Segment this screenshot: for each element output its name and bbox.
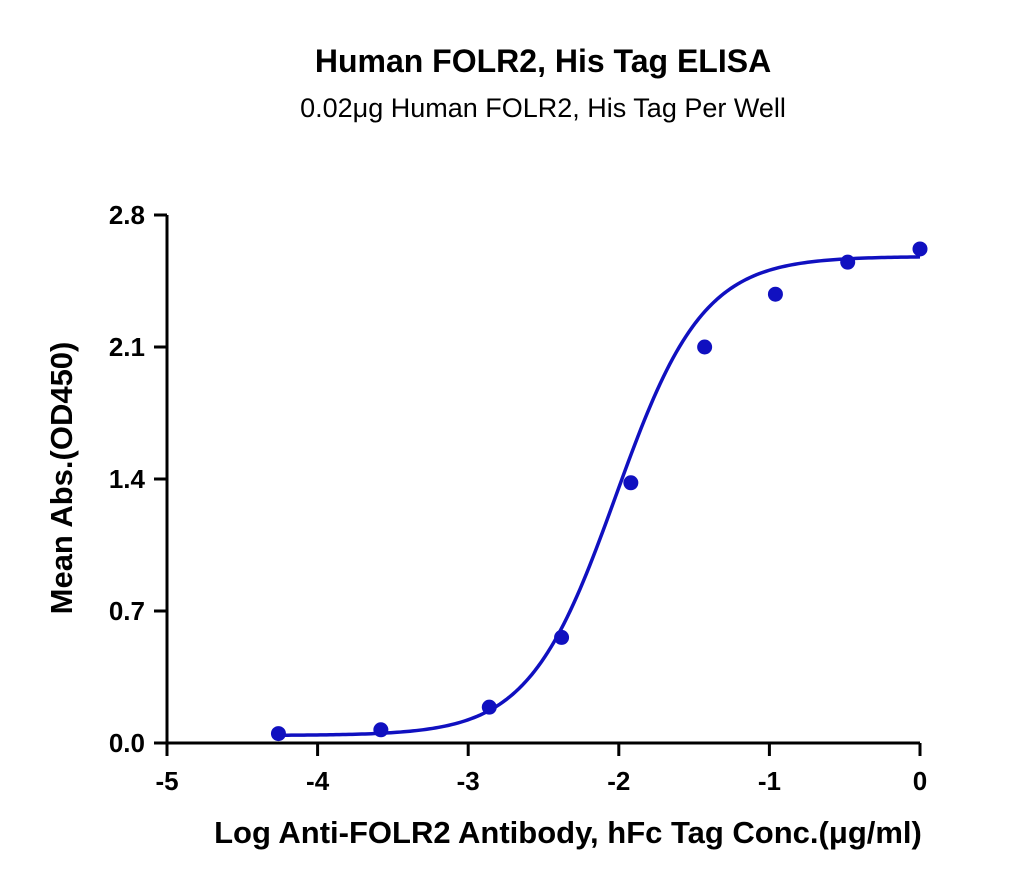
data-point [554, 629, 570, 645]
x-tick-label: -4 [306, 766, 330, 796]
y-tick-label: 1.4 [109, 464, 146, 494]
data-point [623, 475, 639, 491]
ticks-layer: -5 -4 -3 -2 -1 0 0.0 0.7 1.4 2.1 2.8 [109, 200, 927, 796]
data-point [767, 286, 783, 302]
y-axis-label: Mean Abs.(OD450) [44, 342, 79, 615]
chart-subtitle: 0.02μg Human FOLR2, His Tag Per Well [300, 93, 786, 123]
data-point [481, 699, 497, 715]
x-tick-label: 0 [913, 766, 927, 796]
chart-title: Human FOLR2, His Tag ELISA [315, 43, 771, 79]
x-axis-label: Log Anti-FOLR2 Antibody, hFc Tag Conc.(μ… [214, 815, 922, 850]
fit-curve [278, 255, 921, 737]
x-tick-label: -2 [607, 766, 630, 796]
points-layer [270, 241, 928, 742]
y-tick-label: 2.8 [109, 200, 145, 230]
data-point [840, 254, 856, 270]
data-point [270, 726, 286, 742]
x-tick-label: -5 [155, 766, 178, 796]
data-point [912, 241, 928, 257]
data-point [373, 722, 389, 738]
x-tick-label: -1 [758, 766, 781, 796]
y-tick-label: 2.1 [109, 332, 145, 362]
data-point [697, 339, 713, 355]
y-tick-label: 0.0 [109, 728, 145, 758]
x-tick-label: -3 [457, 766, 480, 796]
y-tick-label: 0.7 [109, 596, 145, 626]
